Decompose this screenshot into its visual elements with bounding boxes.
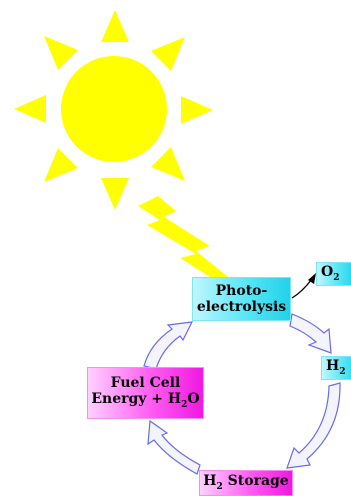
fuel-cell-label-line1: Fuel Cell [110, 375, 181, 392]
fuel-cell-node: Fuel Cell Energy + H2O [87, 367, 204, 419]
arrow-h2-to-storage [286, 382, 341, 469]
h2-storage-node: H2 Storage [199, 470, 293, 496]
photoelectrolysis-node: Photo- electrolysis [192, 277, 291, 321]
fuel-cell-label-line2: Energy + H2O [91, 391, 200, 411]
lightning-bolt-icon [138, 196, 243, 290]
oxygen-label: O2 [321, 264, 340, 284]
arrow-to-oxygen [291, 278, 313, 299]
hydrogen-label: H2 [326, 358, 346, 378]
cycle-arrows [143, 313, 341, 475]
arrow-photo-to-h2 [289, 313, 332, 354]
oxygen-node: O2 [316, 262, 351, 286]
photoelectrolysis-label-line1: Photo- [215, 282, 268, 299]
arrow-storage-to-fuel [147, 419, 201, 475]
hydrogen-node: H2 [321, 356, 351, 380]
photoelectrolysis-label-line2: electrolysis [196, 299, 287, 315]
arrow-fuel-to-photo [143, 321, 194, 370]
h2-storage-label: H2 Storage [203, 473, 289, 493]
sun-icon [14, 10, 213, 210]
